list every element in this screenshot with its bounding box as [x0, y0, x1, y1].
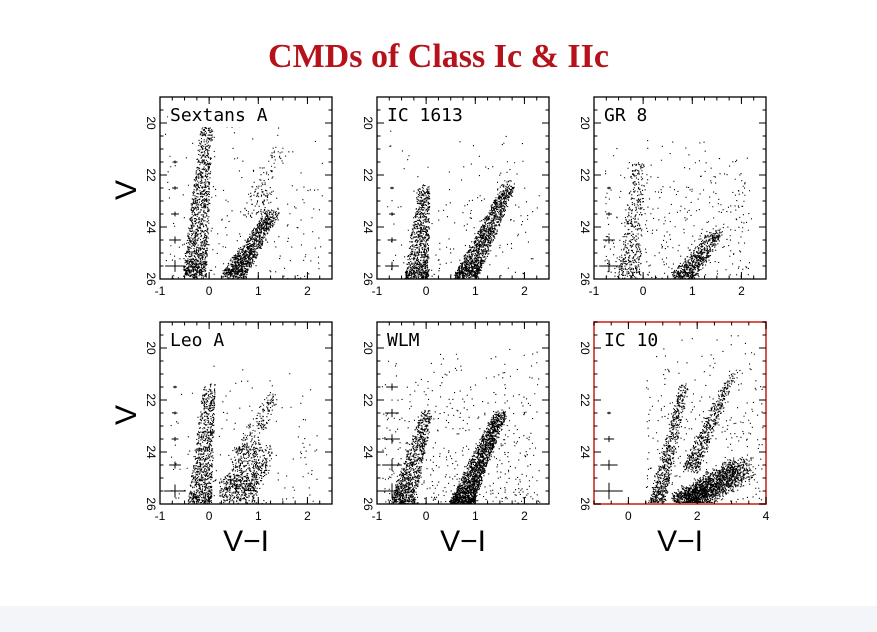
y-tick-label: 22 — [578, 168, 592, 182]
x-tick-label: 2 — [304, 509, 311, 523]
ticks — [593, 96, 767, 280]
y-tick-label: 26 — [361, 272, 375, 286]
x-tick-label: -1 — [372, 284, 383, 298]
x-tick-label: -1 — [589, 284, 600, 298]
scatter-points — [165, 116, 323, 279]
x-axis-title-3: V−I — [657, 525, 703, 558]
x-tick-label: 1 — [255, 509, 262, 523]
panel-label: WLM — [387, 330, 420, 351]
cmd-panel-2: -1 0 1 2 20 22 24 26 IC 1613 — [361, 96, 550, 298]
x-tick-label: 2 — [738, 284, 745, 298]
x-tick-label: 0 — [640, 284, 647, 298]
y-tick-label: 20 — [144, 116, 158, 130]
cmd-panel-5: -1 0 1 2 20 22 24 26 WLM — [361, 321, 550, 523]
y-tick-label: 22 — [144, 393, 158, 407]
y-tick-label: 24 — [144, 445, 158, 459]
x-tick-label: 0 — [423, 509, 430, 523]
x-tick-label: 2 — [694, 509, 701, 523]
x-tick-label: 2 — [521, 509, 528, 523]
x-tick-label: 1 — [472, 284, 479, 298]
scatter-points — [603, 140, 752, 279]
ticks — [159, 96, 333, 280]
x-tick-label: 0 — [206, 509, 213, 523]
x-tick-label: 0 — [625, 509, 632, 523]
footer-band — [0, 606, 877, 632]
y-tick-label: 26 — [144, 497, 158, 511]
y-tick-label: 20 — [144, 341, 158, 355]
x-tick-label: 0 — [423, 284, 430, 298]
scatter-dots — [381, 348, 541, 504]
x-tick-label: -1 — [155, 509, 166, 523]
y-tick-label: 20 — [361, 116, 375, 130]
scatter-points — [387, 130, 540, 279]
panel-label: Leo A — [170, 330, 224, 351]
panel-label: IC 10 — [604, 330, 658, 351]
scatter-dots — [170, 365, 318, 504]
panel-label-bg — [168, 329, 227, 352]
scatter-dots — [387, 130, 540, 279]
y-tick-label: 26 — [144, 272, 158, 286]
y-tick-label: 20 — [578, 341, 592, 355]
y-tick-label: 26 — [578, 272, 592, 286]
y-tick-label: 22 — [578, 393, 592, 407]
error-bars — [595, 411, 623, 500]
scatter-points — [645, 335, 764, 504]
y-tick-label: 24 — [361, 445, 375, 459]
cmd-panel-4: -1 0 1 2 20 22 24 26 Leo A — [144, 321, 333, 523]
x-tick-label: 1 — [472, 509, 479, 523]
y-tick-label: 24 — [361, 220, 375, 234]
x-tick-label: 2 — [521, 284, 528, 298]
y-tick-label: 26 — [361, 497, 375, 511]
cmd-panel-3: -1 0 1 2 20 22 24 26 GR 8 — [578, 96, 767, 298]
y-tick-label: 20 — [361, 341, 375, 355]
y-tick-label: 24 — [578, 445, 592, 459]
y-tick-label: 24 — [144, 220, 158, 234]
error-bars — [165, 160, 185, 272]
panel-label-bg — [602, 104, 650, 127]
cmd-panel-1: -1 0 1 2 20 22 24 26 Sextans A — [144, 96, 333, 298]
scatter-points — [381, 348, 541, 504]
y-tick-label: 22 — [144, 168, 158, 182]
scatter-dots — [603, 140, 752, 279]
y-tick-label: 24 — [578, 220, 592, 234]
x-tick-label: -1 — [372, 509, 383, 523]
panel-label: IC 1613 — [387, 105, 463, 126]
ticks — [159, 321, 333, 505]
y-axis-title-2: V — [110, 405, 143, 425]
panel-label-bg — [385, 329, 422, 352]
panel-label: Sextans A — [170, 105, 268, 126]
y-tick-label: 22 — [361, 168, 375, 182]
x-tick-label: 4 — [763, 509, 770, 523]
ticks — [376, 96, 550, 280]
x-axis-title-1: V−I — [223, 525, 269, 558]
error-bars — [385, 186, 399, 271]
y-tick-label: 20 — [578, 116, 592, 130]
panel-label-bg — [385, 104, 465, 127]
scatter-dots — [165, 116, 323, 279]
panel-label: GR 8 — [604, 105, 647, 126]
panel-label-bg — [168, 104, 270, 127]
error-bars — [599, 186, 619, 272]
x-tick-label: 1 — [689, 284, 696, 298]
y-axis-title-1: V — [110, 180, 143, 200]
x-tick-label: 0 — [206, 284, 213, 298]
y-tick-label: 22 — [361, 393, 375, 407]
x-tick-label: 1 — [255, 284, 262, 298]
ticks — [376, 321, 550, 505]
scatter-dots — [645, 335, 764, 504]
error-bars — [379, 383, 405, 499]
x-axis-title-2: V−I — [440, 525, 486, 558]
x-tick-label: -1 — [155, 284, 166, 298]
y-tick-label: 26 — [578, 497, 592, 511]
panel-label-bg — [602, 329, 661, 352]
ticks — [593, 321, 767, 505]
x-tick-label: 2 — [304, 284, 311, 298]
slide-title: CMDs of Class Ic & IIc — [268, 38, 609, 75]
error-bars — [164, 385, 186, 498]
scatter-points — [170, 365, 318, 504]
